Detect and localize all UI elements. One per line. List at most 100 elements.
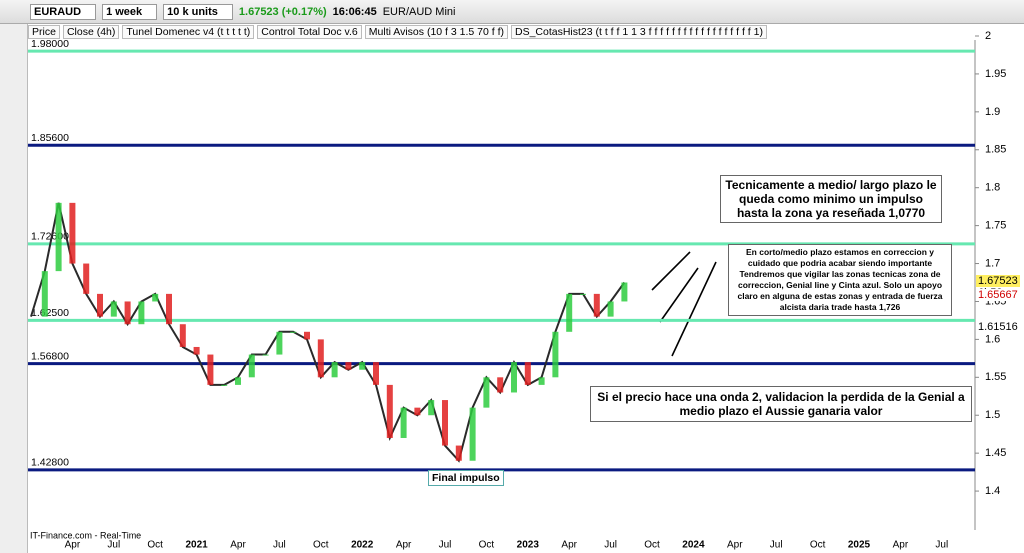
x-tick-label: Jul	[273, 540, 286, 551]
x-tick-label: Jul	[439, 540, 452, 551]
candle	[552, 331, 559, 378]
candle	[290, 331, 297, 333]
candle	[345, 362, 352, 370]
arrows	[651, 251, 717, 357]
x-tick-label: Oct	[313, 540, 329, 551]
candle	[483, 377, 490, 408]
indicator[interactable]: Tunel Domenec v4 (t t t t t)	[122, 25, 255, 39]
candle	[55, 202, 62, 272]
candle	[97, 293, 103, 317]
indicator-bar: Price Close (4h) Tunel Domenec v4 (t t t t…	[28, 24, 974, 40]
candle	[428, 400, 435, 416]
y-tick-label: 1.45	[985, 447, 1006, 459]
x-tick-label: Oct	[644, 540, 660, 551]
level-label: 1.42800	[31, 457, 69, 469]
candle	[538, 377, 545, 385]
candle	[497, 377, 504, 393]
candle	[593, 293, 600, 317]
x-tick-label: Oct	[479, 540, 495, 551]
annotation: Tecnicamente a medio/ largo plazo le que…	[720, 175, 942, 223]
candle	[580, 293, 586, 295]
indicator[interactable]: Price	[28, 25, 60, 39]
source: IT-Finance.com - Real-Time	[30, 530, 141, 540]
x-tick-label: 2024	[682, 540, 705, 551]
candle	[248, 354, 255, 378]
candle	[166, 293, 172, 325]
candle	[276, 331, 283, 355]
candle	[262, 354, 269, 356]
clock: 16:06:45	[332, 5, 377, 18]
x-tick-label: Jul	[935, 540, 948, 551]
x-tick-label: Jul	[107, 540, 120, 551]
indicator[interactable]: Multi Avisos (10 f 3 1.5 70 f f)	[364, 25, 508, 39]
candle	[179, 324, 186, 347]
candle	[69, 202, 76, 264]
x-tick-label: Apr	[396, 540, 412, 551]
price-tag: 1.65667	[976, 289, 1020, 302]
y-tick-label: 2	[985, 30, 991, 42]
y-tick-label: 1.7	[985, 257, 1000, 269]
symbol-select[interactable]: EURAUD	[30, 3, 97, 20]
annotation: Final impulso	[428, 470, 504, 486]
candle	[455, 445, 462, 461]
candle	[110, 301, 117, 317]
x-tick-label: Apr	[561, 540, 577, 551]
candle	[235, 377, 241, 385]
drawing-tools	[0, 24, 28, 553]
candle	[566, 293, 573, 332]
candle	[221, 384, 228, 386]
y-tick-label: 1.6	[985, 333, 1000, 345]
indicator[interactable]: DS_CotasHist23 (t t f f 1 1 3 f f f f f …	[510, 25, 767, 39]
candle	[152, 293, 159, 302]
candle	[621, 282, 628, 302]
candle	[207, 354, 214, 385]
y-tick-label: 1.4	[985, 485, 1000, 497]
x-tick-label: 2025	[848, 540, 871, 551]
candle	[193, 346, 200, 355]
candle	[469, 407, 476, 461]
price-line	[30, 202, 626, 463]
y-tick-label: 1.55	[985, 371, 1006, 383]
y-tick-label: 1.8	[985, 182, 1000, 194]
x-tick-label: 2022	[351, 540, 374, 551]
x-tick-label: Apr	[65, 540, 81, 551]
x-tick-label: Oct	[147, 540, 163, 551]
candle	[317, 339, 324, 378]
x-tick-label: 2023	[517, 540, 540, 551]
candle	[524, 362, 531, 385]
y-tick-label: 1.85	[985, 144, 1006, 156]
units-select[interactable]: 10 k units	[163, 3, 233, 20]
candle	[83, 263, 90, 294]
candle	[414, 407, 421, 416]
level-label: 1.56800	[31, 350, 69, 362]
indicator[interactable]: Close (4h)	[62, 25, 120, 39]
y-tick-label: 1.75	[985, 220, 1006, 232]
y-tick-label: 1.95	[985, 68, 1006, 80]
candle	[511, 362, 517, 393]
level-label: 1.85600	[31, 132, 69, 144]
annotation: En corto/medio plazo estamos en correcci…	[728, 244, 952, 316]
price-tag: 1.61516	[976, 320, 1020, 333]
x-tick-label: Apr	[893, 540, 909, 551]
annotation: Si el precio hace una onda 2, validacion…	[590, 386, 972, 422]
period-select[interactable]: 1 week	[102, 3, 158, 20]
candle	[386, 384, 393, 438]
candle	[41, 271, 48, 317]
toolbar: EURAUD 1 week 10 k units 1.67523 (+0.17%…	[0, 0, 1024, 24]
candle	[607, 301, 614, 317]
candle	[442, 400, 448, 446]
level-label: 1.62500	[31, 307, 69, 319]
x-tick-label: Jul	[604, 540, 617, 551]
candle	[359, 362, 366, 370]
price-tag: 1.67523	[976, 275, 1020, 288]
x-tick-label: Apr	[230, 540, 246, 551]
x-tick-label: Apr	[727, 540, 743, 551]
y-tick-label: 1.5	[985, 409, 1000, 421]
x-tick-label: Oct	[810, 540, 826, 551]
candle	[373, 362, 379, 385]
indicator[interactable]: Control Total Doc v.6	[257, 25, 362, 39]
level-label: 1.98000	[31, 38, 69, 50]
x-tick-label: Jul	[770, 540, 783, 551]
